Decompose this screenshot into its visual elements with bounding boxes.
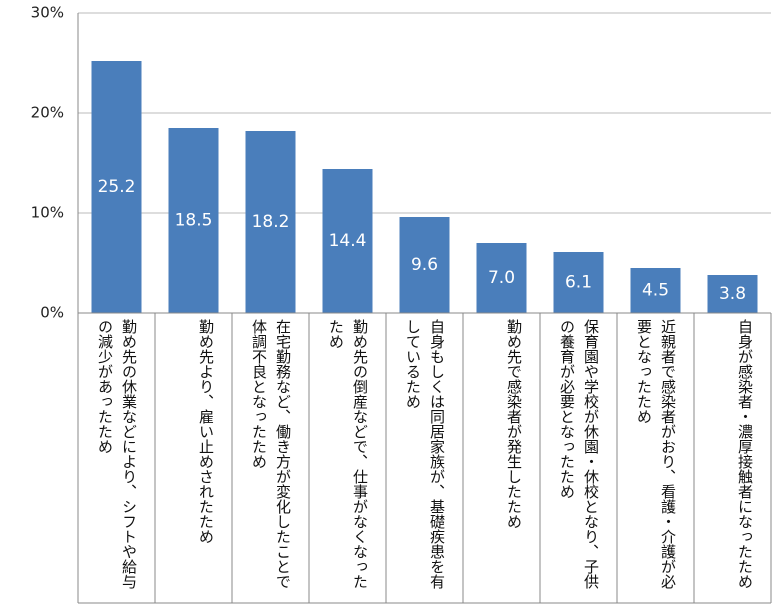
- x-tick-label: 勤め先で感染者が発生したため: [505, 319, 523, 529]
- y-tick-label: 30%: [31, 4, 64, 22]
- bar: [630, 268, 681, 313]
- bar: [553, 252, 604, 313]
- y-tick-label: 0%: [40, 304, 64, 322]
- data-label: 7.0: [488, 268, 515, 288]
- bar: [168, 128, 219, 313]
- bar: [476, 243, 527, 313]
- y-tick-label: 20%: [31, 104, 64, 122]
- bar: [245, 131, 296, 313]
- data-label: 18.5: [175, 211, 213, 231]
- x-tick-label: 勤め先の休業などにより、シフトや給与の減少があったため: [96, 319, 138, 589]
- bar: [91, 61, 142, 313]
- data-label: 4.5: [642, 281, 669, 301]
- bar: [707, 275, 758, 313]
- x-tick-label: 自身もしくは同居家族が、基礎疾患を有しているため: [404, 319, 446, 589]
- x-tick-label: 勤め先の倒産などで、仕事がなくなったため: [327, 319, 369, 589]
- data-label: 14.4: [329, 231, 367, 251]
- data-label: 9.6: [411, 255, 438, 275]
- bar: [322, 169, 373, 313]
- x-tick-label: 保育園や学校が休園・休校となり、子供の養育が必要となったため: [558, 319, 600, 589]
- x-tick-label: 自身が感染者・濃厚接触者になったため: [736, 319, 754, 589]
- x-tick-label: 勤め先より、雇い止めされたため: [197, 319, 215, 544]
- data-label: 6.1: [565, 273, 592, 293]
- y-tick-label: 10%: [31, 204, 64, 222]
- data-label: 18.2: [252, 212, 290, 232]
- bar: [399, 217, 450, 313]
- x-tick-label: 在宅勤務など、働き方が変化したことで体調不良となったため: [250, 319, 292, 589]
- data-label: 3.8: [719, 284, 746, 304]
- data-label: 25.2: [98, 177, 136, 197]
- x-tick-label: 近親者で感染者がおり、看護・介護が必要となったため: [635, 319, 677, 589]
